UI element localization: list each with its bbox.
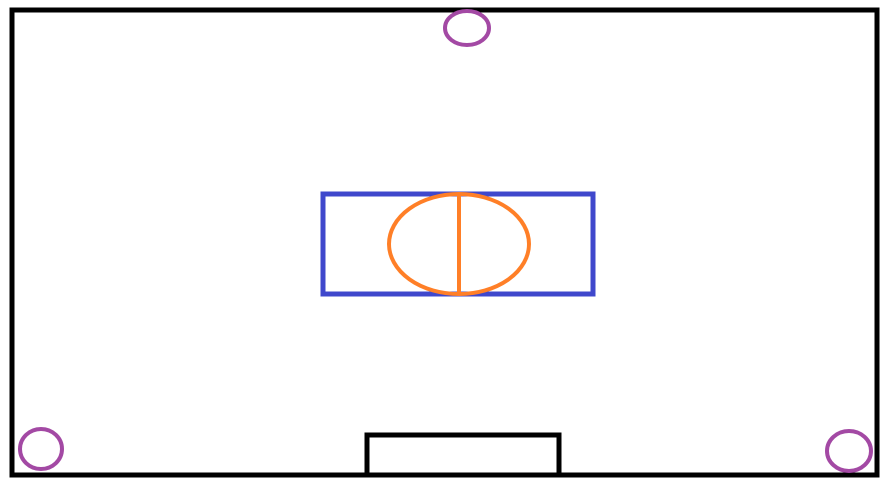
- top-circle: [443, 9, 491, 47]
- room-outline: [9, 7, 880, 478]
- bottom-left-circle: [18, 427, 64, 471]
- bottom-box: [364, 432, 562, 478]
- bottom-right-circle: [825, 429, 873, 473]
